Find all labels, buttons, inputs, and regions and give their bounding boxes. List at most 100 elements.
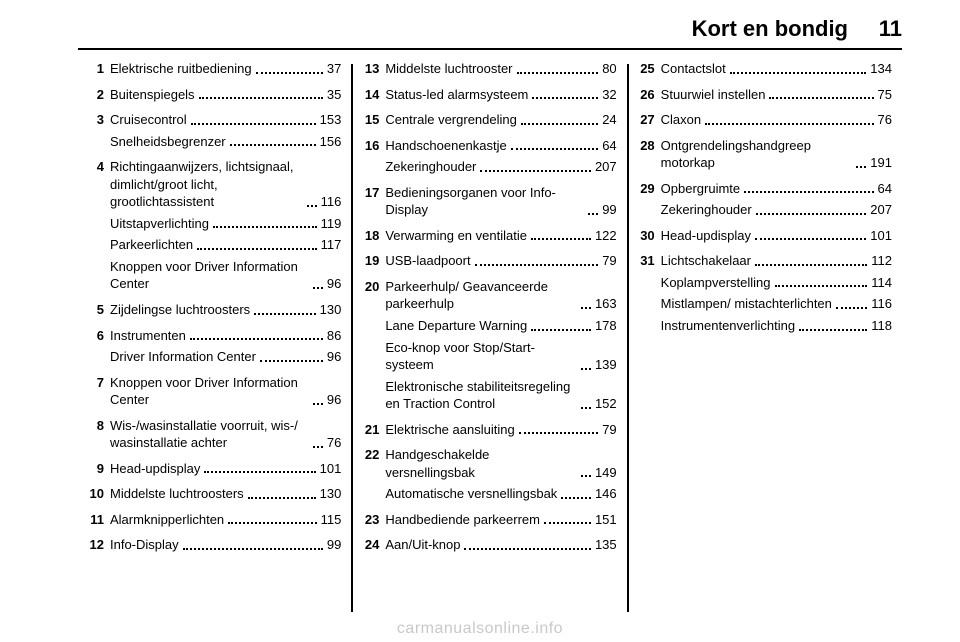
index-entry: 30Head-updisplay101: [639, 227, 892, 245]
entry-label: Richtingaanwijzers, lichtsignaal, dimlic…: [110, 158, 303, 211]
entry-page: 79: [602, 421, 616, 439]
entry-number: 2: [88, 86, 110, 104]
leader-dots: [581, 475, 591, 477]
leader-dots: [756, 213, 867, 215]
entry-line: Alarmknipperlichten115: [110, 511, 341, 529]
entry-line: Verwarming en ventilatie 122: [385, 227, 616, 245]
entry-page: 114: [871, 274, 892, 292]
entry-page: 116: [321, 193, 342, 211]
index-entry: 2Buitenspiegels35: [88, 86, 341, 104]
entry-label: Elektrische aansluiting: [385, 421, 514, 439]
index-entry: 29Opbergruimte64: [639, 180, 892, 198]
entry-line: Elektronische stabiliteitsregeling en Tr…: [385, 378, 616, 413]
entry-label: Wis-/wasinstallatie voorruit, wis-/ wasi…: [110, 417, 309, 452]
entry-line: Automatische versnellingsbak146: [385, 485, 616, 503]
entry-page: 130: [320, 301, 342, 319]
leader-dots: [313, 446, 323, 448]
entry-line: Contactslot134: [661, 60, 892, 78]
entry-line: Handschoenenkastje64: [385, 137, 616, 155]
entry-page: 79: [602, 252, 616, 270]
entry-page: 96: [327, 348, 341, 366]
leader-dots: [836, 307, 867, 309]
entry-number: 15: [363, 111, 385, 129]
entry-label: Parkeerlichten: [110, 236, 193, 254]
leader-dots: [517, 72, 599, 74]
index-entry: 16Handschoenenkastje64: [363, 137, 616, 155]
index-entry: Mistlampen/ mistachterlichten116: [639, 295, 892, 313]
entry-label: Lichtschakelaar: [661, 252, 751, 270]
leader-dots: [519, 432, 599, 434]
leader-dots: [532, 97, 598, 99]
entry-number: 13: [363, 60, 385, 78]
entry-label: Parkeerhulp/ Geavanceerde parkeerhulp: [385, 278, 577, 313]
entry-number: 31: [639, 252, 661, 270]
index-entry: Instrumentenverlichting118: [639, 317, 892, 335]
entry-page: 101: [320, 460, 342, 478]
index-entry: Lane Departure Warning178: [363, 317, 616, 335]
entry-label: Head-updisplay: [110, 460, 200, 478]
entry-label: Verwarming en ventilatie: [385, 227, 527, 245]
index-entry: Snelheidsbegrenzer156: [88, 133, 341, 151]
entry-line: Knoppen voor Driver Information Center96: [110, 374, 341, 409]
entry-number: [363, 378, 385, 413]
index-entry: Eco-knop voor Stop/Start-systeem 139: [363, 339, 616, 374]
entry-line: Middelste luchtrooster80: [385, 60, 616, 78]
entry-page: 119: [321, 215, 342, 233]
entry-line: Lane Departure Warning178: [385, 317, 616, 335]
entry-page: 116: [871, 295, 892, 313]
leader-dots: [190, 338, 323, 340]
entry-page: 96: [327, 275, 341, 293]
index-entry: 28Ontgrendelingshandgreep motorkap191: [639, 137, 892, 172]
index-entry: 7Knoppen voor Driver Information Center9…: [88, 374, 341, 409]
entry-line: Driver Information Center96: [110, 348, 341, 366]
entry-page: 139: [595, 356, 617, 374]
entry-line: USB-laadpoort79: [385, 252, 616, 270]
entry-line: Elektrische aansluiting 79: [385, 421, 616, 439]
entry-label: Eco-knop voor Stop/Start-systeem: [385, 339, 577, 374]
entry-line: Snelheidsbegrenzer156: [110, 133, 341, 151]
entry-page: 37: [327, 60, 341, 78]
index-entry: 14Status-led alarmsysteem32: [363, 86, 616, 104]
entry-page: 130: [320, 485, 342, 503]
index-entry: 6Instrumenten86: [88, 327, 341, 345]
entry-page: 112: [871, 252, 892, 270]
entry-label: Stuurwiel instellen: [661, 86, 766, 104]
index-entry: 25Contactslot134: [639, 60, 892, 78]
entry-page: 152: [595, 395, 617, 413]
index-entry: Zekeringhouder207: [639, 201, 892, 219]
entry-page: 64: [878, 180, 892, 198]
entry-line: Bedieningsorganen voor Info-Display99: [385, 184, 616, 219]
leader-dots: [248, 497, 316, 499]
entry-page: 96: [327, 391, 341, 409]
entry-page: 32: [602, 86, 616, 104]
leader-dots: [755, 238, 866, 240]
entry-number: 28: [639, 137, 661, 172]
entry-number: 12: [88, 536, 110, 554]
index-entry: 23Handbediende parkeerrem151: [363, 511, 616, 529]
entry-line: Head-updisplay 101: [110, 460, 341, 478]
leader-dots: [581, 368, 591, 370]
entry-number: 25: [639, 60, 661, 78]
leader-dots: [730, 72, 867, 74]
entry-label: Head-updisplay: [661, 227, 751, 245]
leader-dots: [581, 407, 591, 409]
entry-label: Centrale vergrendeling: [385, 111, 517, 129]
entry-number: 1: [88, 60, 110, 78]
index-entry: 17Bedieningsorganen voor Info-Display99: [363, 184, 616, 219]
entry-number: 11: [88, 511, 110, 529]
entry-label: Lane Departure Warning: [385, 317, 527, 335]
entry-line: Ontgrendelingshandgreep motorkap191: [661, 137, 892, 172]
entry-page: 122: [595, 227, 617, 245]
entry-page: 163: [595, 295, 617, 313]
index-entry: 26Stuurwiel instellen75: [639, 86, 892, 104]
leader-dots: [183, 548, 323, 550]
leader-dots: [228, 522, 316, 524]
entry-page: 115: [321, 511, 342, 529]
leader-dots: [199, 97, 323, 99]
page-frame: Kort en bondig 11 1Elektrische ruitbedie…: [78, 16, 902, 616]
entry-line: Wis-/wasinstallatie voorruit, wis-/ wasi…: [110, 417, 341, 452]
entry-line: Mistlampen/ mistachterlichten116: [661, 295, 892, 313]
index-entry: 5Zijdelingse luchtroosters130: [88, 301, 341, 319]
entry-label: Cruisecontrol: [110, 111, 187, 129]
entry-line: Handgeschakelde versnellingsbak149: [385, 446, 616, 481]
